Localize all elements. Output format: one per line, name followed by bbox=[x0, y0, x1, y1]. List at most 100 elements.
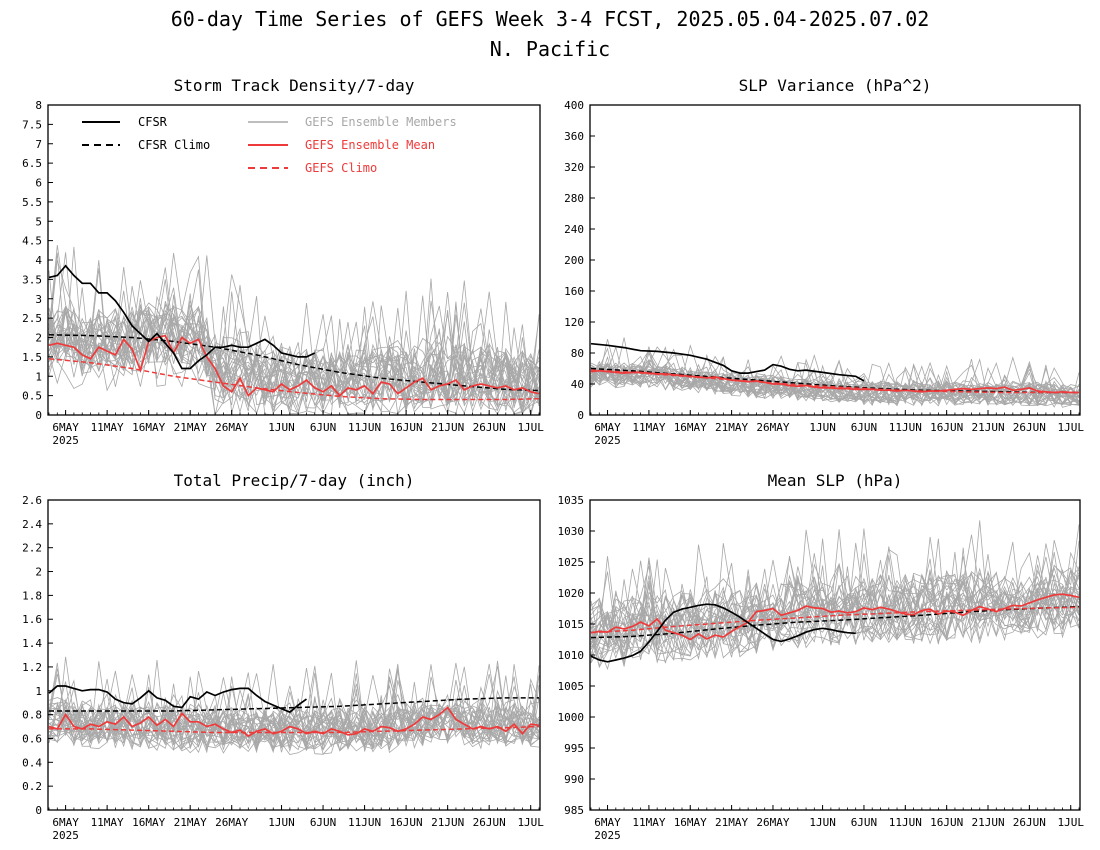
x-tick-label: 6MAY bbox=[52, 421, 79, 434]
y-tick-label: 7 bbox=[35, 138, 42, 151]
panel-3: Total Precip/7-day (inch)00.20.40.60.811… bbox=[22, 471, 544, 842]
x-tick-label: 1JUN bbox=[268, 816, 295, 829]
panel-4: Mean SLP (hPa) 985 990 995 1000 1005 1010 1015 1… bbox=[558, 471, 1085, 842]
y-tick-label: 1010 bbox=[558, 649, 585, 662]
ensemble-member-line bbox=[48, 692, 540, 751]
y-tick-label: 0.6 bbox=[22, 732, 42, 745]
x-year-label: 2025 bbox=[52, 434, 79, 447]
x-tick-label: 11JUN bbox=[348, 421, 381, 434]
legend-members-label: GEFS Ensemble Members bbox=[305, 115, 457, 129]
y-tick-label: 0.8 bbox=[22, 709, 42, 722]
y-tick-label: 0 bbox=[577, 409, 584, 422]
x-tick-label: 21JUN bbox=[971, 816, 1004, 829]
y-tick-label: 80 bbox=[571, 347, 584, 360]
y-tick-label: 990 bbox=[564, 773, 584, 786]
x-tick-label: 6JUN bbox=[851, 816, 878, 829]
series-cfsr-climo bbox=[48, 334, 540, 392]
ensemble-member-line bbox=[48, 660, 540, 747]
figure-title: 60-day Time Series of GEFS Week 3-4 FCST… bbox=[171, 7, 930, 31]
ensemble-member-line bbox=[590, 541, 1080, 646]
x-tick-label: 26JUN bbox=[1013, 816, 1046, 829]
panel-title: Total Precip/7-day (inch) bbox=[174, 471, 415, 490]
x-tick-label: 16JUN bbox=[390, 816, 423, 829]
y-tick-label: 3 bbox=[35, 293, 42, 306]
ensemble-member-line bbox=[48, 318, 540, 415]
plot-frame bbox=[589, 104, 1081, 416]
x-tick-label: 16MAY bbox=[674, 421, 707, 434]
x-tick-label: 11MAY bbox=[632, 816, 665, 829]
y-tick-label: 6 bbox=[35, 177, 42, 190]
x-tick-label: 26MAY bbox=[756, 421, 789, 434]
series-cfsr bbox=[48, 685, 307, 714]
y-tick-label: 4.5 bbox=[22, 235, 42, 248]
x-tick-label: 21JUN bbox=[431, 816, 464, 829]
y-tick-label: 2 bbox=[35, 332, 42, 345]
y-tick-label: 7.5 bbox=[22, 118, 42, 131]
y-tick-label: 0.4 bbox=[22, 756, 42, 769]
ensemble-member-line bbox=[48, 255, 540, 403]
plot-area bbox=[590, 337, 1080, 408]
y-tick-label: 995 bbox=[564, 742, 584, 755]
y-tick-label: 200 bbox=[564, 254, 584, 267]
panel-title: Mean SLP (hPa) bbox=[768, 471, 903, 490]
y-tick-label: 240 bbox=[564, 223, 584, 236]
x-tick-label: 21JUN bbox=[971, 421, 1004, 434]
x-tick-label: 6MAY bbox=[52, 816, 79, 829]
panel-2: SLP Variance (hPa^2) 0 40 80 120 160 200 240 280… bbox=[564, 76, 1084, 447]
x-tick-label: 26MAY bbox=[215, 421, 248, 434]
x-tick-label: 16MAY bbox=[674, 816, 707, 829]
x-tick-label: 11MAY bbox=[91, 421, 124, 434]
y-tick-label: 0 bbox=[35, 409, 42, 422]
y-tick-label: 0.2 bbox=[22, 780, 42, 793]
y-tick-label: 1025 bbox=[558, 556, 585, 569]
ensemble-member-line bbox=[48, 293, 540, 415]
panel-1: Storm Track Density/7-day 0 0.5 1 1.5 2 2.5 3 3.… bbox=[22, 76, 544, 447]
plot-frame bbox=[47, 499, 541, 811]
ensemble-member-line bbox=[48, 668, 540, 748]
y-tick-label: 320 bbox=[564, 161, 584, 174]
x-tick-label: 1JUN bbox=[809, 816, 836, 829]
x-tick-label: 21MAY bbox=[715, 421, 748, 434]
y-tick-label: 4 bbox=[35, 254, 42, 267]
ensemble-member-line bbox=[590, 359, 1080, 405]
legend: CFSR CFSR Climo GEFS Ensemble Members GE… bbox=[82, 115, 457, 175]
legend-cfsr-label: CFSR bbox=[138, 115, 168, 129]
y-tick-label: 1020 bbox=[558, 587, 585, 600]
x-tick-label: 11MAY bbox=[91, 816, 124, 829]
x-tick-label: 26MAY bbox=[756, 816, 789, 829]
y-tick-label: 2.2 bbox=[22, 542, 42, 555]
y-tick-label: 985 bbox=[564, 804, 584, 817]
series-cfsr-climo bbox=[49, 697, 539, 712]
x-tick-label: 1JUN bbox=[809, 421, 836, 434]
y-tick-label: 1.5 bbox=[22, 351, 42, 364]
figure-subtitle: N. Pacific bbox=[490, 37, 610, 61]
panel-title: SLP Variance (hPa^2) bbox=[739, 76, 932, 95]
y-tick-label: 2.5 bbox=[22, 312, 42, 325]
legend-cfsr-climo-label: CFSR Climo bbox=[138, 138, 210, 152]
y-tick-label: 1 bbox=[35, 685, 42, 698]
x-tick-label: 21MAY bbox=[174, 816, 207, 829]
ensemble-member-line bbox=[590, 575, 1080, 671]
x-tick-label: 21JUN bbox=[431, 421, 464, 434]
x-tick-label: 6JUN bbox=[310, 816, 337, 829]
y-tick-label: 1.2 bbox=[22, 661, 42, 674]
x-tick-label: 1JUL bbox=[1057, 421, 1084, 434]
ensemble-member-line bbox=[48, 253, 540, 400]
y-tick-label: 8 bbox=[35, 99, 42, 112]
y-tick-label: 2.6 bbox=[22, 494, 42, 507]
x-tick-label: 21MAY bbox=[715, 816, 748, 829]
y-tick-label: 1030 bbox=[558, 525, 585, 538]
y-tick-label: 360 bbox=[564, 130, 584, 143]
y-tick-label: 5 bbox=[35, 215, 42, 228]
ensemble-member-line bbox=[48, 701, 540, 750]
ensemble-member-line bbox=[48, 665, 540, 747]
ensemble-member-line bbox=[48, 296, 540, 406]
x-tick-label: 11JUN bbox=[348, 816, 381, 829]
x-tick-label: 6JUN bbox=[310, 421, 337, 434]
y-tick-label: 1035 bbox=[558, 494, 585, 507]
panels: Storm Track Density/7-day 0 0.5 1 1.5 2 2.5 3 3.… bbox=[22, 76, 1084, 842]
x-tick-label: 11MAY bbox=[632, 421, 665, 434]
y-tick-label: 3.5 bbox=[22, 273, 42, 286]
x-year-label: 2025 bbox=[594, 434, 621, 447]
x-tick-label: 6MAY bbox=[594, 421, 621, 434]
